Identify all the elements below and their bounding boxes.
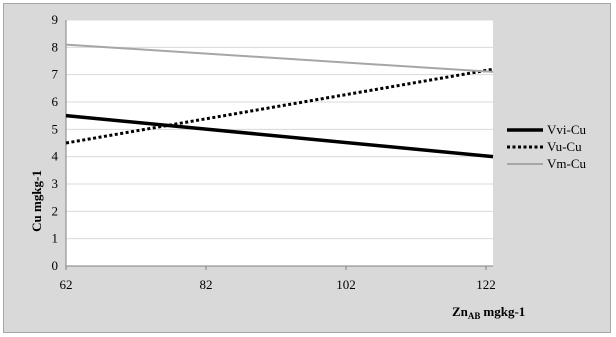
x-tick-label: 102 [336, 277, 356, 292]
y-tick-label: 1 [52, 231, 59, 246]
series-line-vvi-cu [65, 113, 494, 159]
x-tick-label: 82 [200, 277, 213, 292]
y-tick-labels: 0 1 2 3 4 5 6 7 8 9 [52, 12, 59, 273]
series-line-vm-cu [65, 43, 494, 73]
y-tick-label: 8 [52, 39, 59, 54]
y-tick-label: 9 [52, 12, 59, 27]
y-tick-label: 4 [52, 149, 59, 164]
gridlines [65, 19, 493, 267]
legend-label: Vu-Cu [547, 139, 582, 154]
legend-label: Vm-Cu [547, 156, 587, 171]
y-tick-label: 2 [52, 203, 59, 218]
x-tick-label: 122 [476, 277, 496, 292]
plot-area [66, 20, 493, 266]
x-axis-title: ZnAB mgkg-1 [452, 304, 525, 321]
series-lines [65, 43, 494, 159]
y-tick-label: 6 [52, 94, 59, 109]
y-tick-label: 3 [52, 176, 59, 191]
y-axis-title: Cu mgkg-1 [29, 170, 44, 232]
y-tick-label: 0 [52, 258, 59, 273]
y-tick-label: 5 [52, 121, 59, 136]
legend: Vvi-Cu Vu-Cu Vm-Cu [507, 122, 587, 171]
x-tick-label: 62 [60, 277, 73, 292]
y-tick-label: 7 [52, 67, 59, 82]
legend-label: Vvi-Cu [547, 122, 587, 137]
x-tick-labels: 62 82 102 122 [60, 266, 496, 292]
series-line-vu-cu [65, 67, 494, 145]
